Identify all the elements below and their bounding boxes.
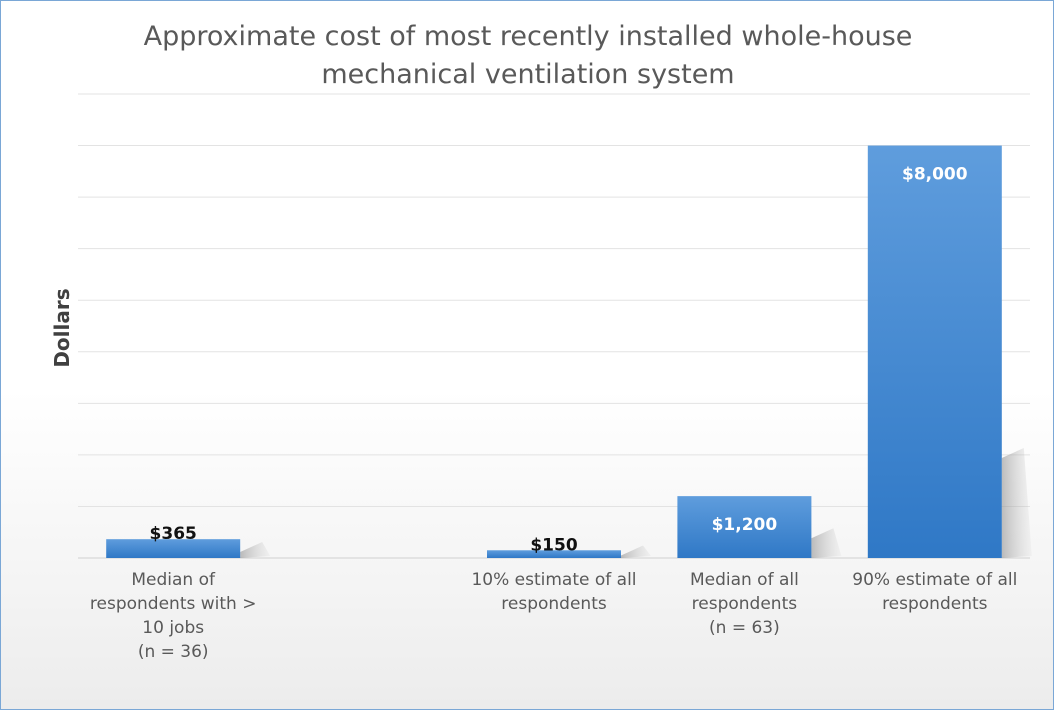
data-label: $365 bbox=[150, 524, 197, 544]
data-label: $150 bbox=[530, 535, 577, 555]
category-label: 10% estimate of all respondents bbox=[459, 568, 649, 616]
category-label-line: 90% estimate of all bbox=[852, 570, 1018, 590]
bars bbox=[106, 145, 1002, 559]
bar bbox=[867, 145, 1002, 559]
bar bbox=[487, 550, 621, 558]
category-label-line: (n = 63) bbox=[709, 618, 780, 638]
category-label-line: 10% estimate of all bbox=[471, 570, 637, 590]
bar-shadow bbox=[1001, 448, 1032, 558]
chart-title-line-2: mechanical ventilation system bbox=[321, 59, 735, 90]
category-label-line: respondents bbox=[882, 594, 988, 614]
chart-title-line-1: Approximate cost of most recently instal… bbox=[143, 21, 913, 52]
category-label: 90% estimate of all respondents bbox=[840, 568, 1030, 616]
data-label: $1,200 bbox=[712, 515, 778, 535]
category-label-line: Median of bbox=[131, 570, 215, 590]
category-label-line: respondents bbox=[691, 594, 798, 614]
data-labels: $365 $150 $1,200 $8,000 bbox=[150, 165, 968, 556]
data-label: $8,000 bbox=[902, 165, 968, 185]
category-label-line: respondents bbox=[501, 594, 607, 614]
bar-shadow bbox=[240, 541, 271, 558]
bar bbox=[106, 539, 241, 558]
chart-title: Approximate cost of most recently instal… bbox=[0, 18, 1056, 94]
category-label-line: 10 jobs bbox=[142, 618, 205, 638]
bar-shadow bbox=[621, 545, 651, 558]
bar-shadows bbox=[240, 448, 1032, 558]
category-label-line: Median of all bbox=[689, 570, 799, 590]
category-label-line: respondents with > bbox=[89, 594, 257, 614]
bar-shadow bbox=[811, 528, 842, 558]
category-label: Median of all respondents (n = 63) bbox=[649, 568, 839, 640]
category-label: Median of respondents with > 10 jobs (n = 3… bbox=[78, 568, 268, 664]
category-label-line: (n = 36) bbox=[137, 642, 209, 662]
bar bbox=[677, 496, 812, 558]
